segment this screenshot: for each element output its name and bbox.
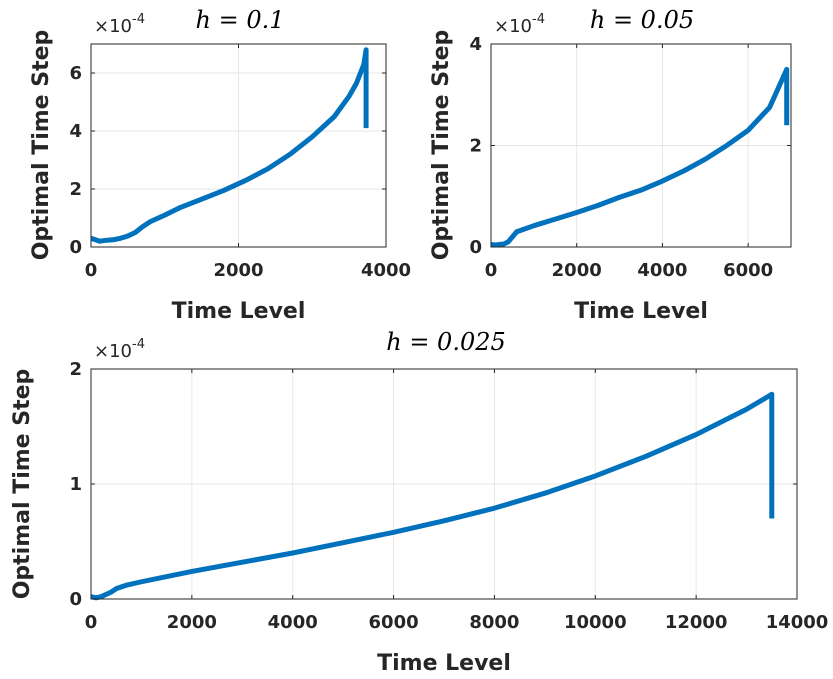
x-tick-label: 0 [85,612,98,633]
y-tick-label: 2 [469,136,482,157]
y-exponent-label: ×10-4 [94,337,145,362]
x-tick-label: 14000 [766,612,829,633]
y-tick-label: 4 [69,121,82,142]
subplot-3: 0 2000 4000 6000 8000 10000 12000 14000 0 1 2 ×10-4… [10,328,828,676]
x-tick-label: 10000 [564,612,627,633]
series-line-1 [490,66,790,248]
subplot-1: 0 2000 4000 0 2 4 6 ×10-4 h = 0.1 Time Level Optim… [29,6,411,324]
x-tick-label: 0 [85,260,98,281]
y-tick-label: 4 [469,34,482,55]
chart-title: h = 0.1 [196,6,285,34]
x-tick-label: 2000 [552,260,602,281]
chart-title: h = 0.025 [386,328,506,356]
y-axis-label: Optimal Time Step [29,30,54,261]
y-axis-label: Optimal Time Step [10,369,35,600]
x-axis-label: Time Level [574,299,708,324]
y-tick-label: 1 [69,474,82,495]
y-exponent-label: ×10-4 [494,12,545,37]
y-tick-label: 0 [69,589,82,610]
y-axis-label: Optimal Time Step [429,30,454,261]
y-exponent-label: ×10-4 [94,12,145,37]
y-tick-label: 0 [69,237,82,258]
series-line-1 [90,391,775,601]
x-tick-label: 4000 [361,260,411,281]
y-tick-label: 6 [69,63,82,84]
x-axis-label: Time Level [377,651,511,676]
y-tick-label: 2 [69,179,82,200]
x-tick-label: 4000 [637,260,687,281]
x-tick-label: 8000 [469,612,519,633]
x-tick-label: 2000 [167,612,217,633]
x-tick-label: 12000 [665,612,728,633]
x-tick-label: 2000 [213,260,263,281]
x-tick-label: 0 [485,260,498,281]
chart-title: h = 0.05 [590,6,694,34]
x-tick-label: 6000 [723,260,773,281]
subplot-2: 0 2000 4000 6000 0 2 4 ×10-4 h = 0.05 Time Level O… [429,6,792,324]
y-tick-label: 2 [69,359,82,380]
series-line-1 [90,47,369,244]
y-tick-label: 0 [469,237,482,258]
x-axis-label: Time Level [172,299,306,324]
x-tick-label: 4000 [268,612,318,633]
x-tick-label: 6000 [369,612,419,633]
